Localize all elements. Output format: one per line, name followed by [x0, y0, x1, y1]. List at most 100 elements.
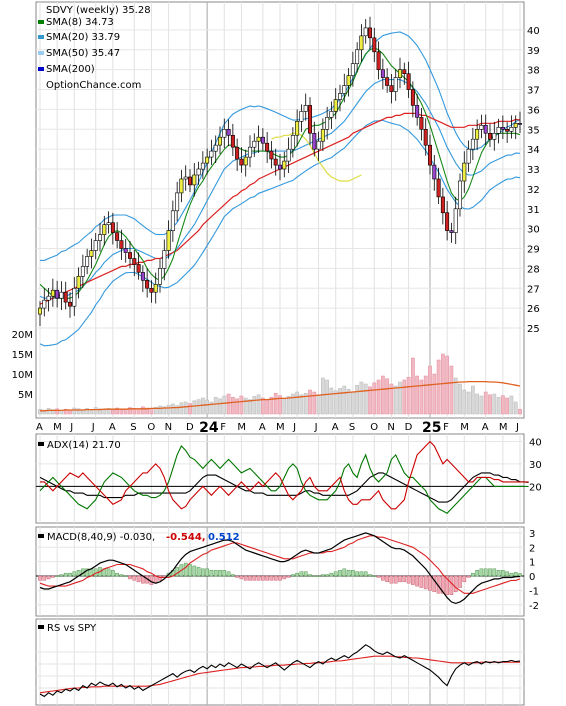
volume-bar — [449, 365, 454, 415]
candle-body — [248, 146, 253, 158]
volume-tick-label-3: 20M — [12, 330, 33, 341]
candle-body — [286, 148, 291, 162]
macd-hist-bar — [85, 568, 89, 577]
candle-body — [80, 266, 85, 277]
candle-body — [513, 123, 518, 128]
candle-body — [145, 279, 150, 289]
candle-body — [239, 158, 244, 166]
macd-hist-bar — [325, 574, 329, 577]
candle-body — [209, 150, 214, 158]
volume-bar — [282, 398, 287, 415]
macd-hist-bar — [501, 570, 505, 577]
macd-hist-bar — [432, 575, 437, 593]
candle-body — [487, 133, 492, 140]
volume-bar — [471, 385, 475, 415]
adx-lines — [36, 440, 529, 514]
candle-body — [200, 162, 205, 170]
macd-hist-bar — [372, 575, 377, 577]
macd-hist-bar — [218, 570, 222, 577]
macd-hist-bar — [359, 571, 364, 577]
candle-body — [372, 37, 377, 53]
rs-avg-line — [39, 655, 520, 694]
candle-body — [265, 142, 270, 152]
volume-bar — [239, 395, 244, 415]
price-candles — [37, 16, 522, 327]
candle-body — [449, 230, 454, 233]
volume-bar — [303, 392, 308, 415]
adx-legend-swatch — [38, 442, 44, 446]
candle-body — [37, 307, 42, 315]
legend-sma50: SMA(50) 35.47 — [46, 48, 120, 59]
macd-hist-bar — [458, 575, 462, 588]
candle-body — [243, 156, 248, 166]
candle-body — [479, 125, 484, 130]
macd-hist-bar — [59, 574, 64, 577]
macd-hist-bar — [453, 575, 458, 593]
x-tick-label-15: J — [314, 422, 318, 433]
candle-body — [295, 121, 300, 136]
volume-bar — [286, 396, 291, 415]
x-tick-label-13: M — [276, 422, 285, 433]
candle-body — [222, 129, 227, 138]
volume-y-axis: 5M 10M 15M 20M — [12, 330, 33, 401]
macd-hist-bar — [188, 564, 192, 577]
volume-bar — [363, 383, 368, 415]
volume-bar — [201, 397, 205, 415]
macd-hist-bar — [518, 573, 522, 577]
candle-body — [269, 150, 274, 160]
macd-hist-bar — [419, 575, 424, 588]
candle-body — [119, 240, 124, 249]
x-tick-label-7: N — [165, 422, 172, 433]
macd-hist-bar — [243, 575, 248, 581]
candle-body — [68, 301, 73, 307]
symbol-label: SDVY (weekly) 35.28 — [46, 5, 151, 16]
macd-hist-bar — [475, 570, 479, 577]
volume-tick-label-2: 15M — [12, 350, 33, 361]
macd-tick-label-1: -1 — [529, 586, 539, 597]
x-tick-label-18: O — [370, 422, 378, 433]
macd-hist-bar — [441, 575, 445, 594]
candle-body — [389, 85, 394, 92]
macd-tick-label-3: 1 — [529, 558, 535, 569]
macd-hist-bar — [68, 572, 72, 577]
candle-body — [72, 287, 77, 307]
adx-tick-label-40: 40 — [529, 437, 542, 448]
x-tick-label-16: A — [332, 422, 339, 433]
macd-hist-bar — [471, 572, 475, 577]
volume-bar — [432, 373, 437, 415]
volume-bar — [295, 391, 299, 415]
volume-bar — [235, 398, 239, 415]
x-tick-label-4: A — [109, 422, 116, 433]
volume-bar — [106, 408, 111, 415]
candle-body — [213, 144, 218, 152]
macd-hist-bar — [222, 570, 227, 577]
macd-y-axis: -2 -1 0 1 2 3 — [529, 529, 539, 612]
macd-hist-bar — [368, 574, 372, 577]
candle-body — [496, 127, 501, 134]
volume-bar — [111, 408, 115, 415]
volume-tick-label-0: 5M — [18, 390, 33, 401]
macd-hist-bar — [183, 562, 188, 577]
volume-bar — [265, 399, 269, 415]
macd-hist-bar — [132, 575, 137, 581]
x-tick-label-17: S — [349, 422, 355, 433]
candle-body — [376, 51, 381, 70]
macd-hist-bar — [509, 572, 514, 577]
volume-bar — [213, 396, 218, 415]
macd-hist-bar — [226, 571, 231, 577]
price-tick-label-36: 36 — [527, 105, 540, 116]
macd-hist-bar — [496, 570, 501, 577]
candle-body — [162, 250, 167, 269]
volume-bar — [381, 375, 385, 415]
volume-bar — [389, 383, 394, 415]
volume-bar — [445, 355, 449, 415]
x-tick-label-23: M — [460, 422, 469, 433]
candle-body — [500, 127, 505, 130]
candle-body — [453, 208, 458, 233]
volume-bar — [299, 394, 304, 415]
volume-bar — [291, 393, 295, 415]
volume-bar — [115, 407, 119, 415]
candle-body — [329, 111, 334, 118]
volume-bar — [321, 377, 325, 415]
volume-bar — [325, 379, 329, 415]
